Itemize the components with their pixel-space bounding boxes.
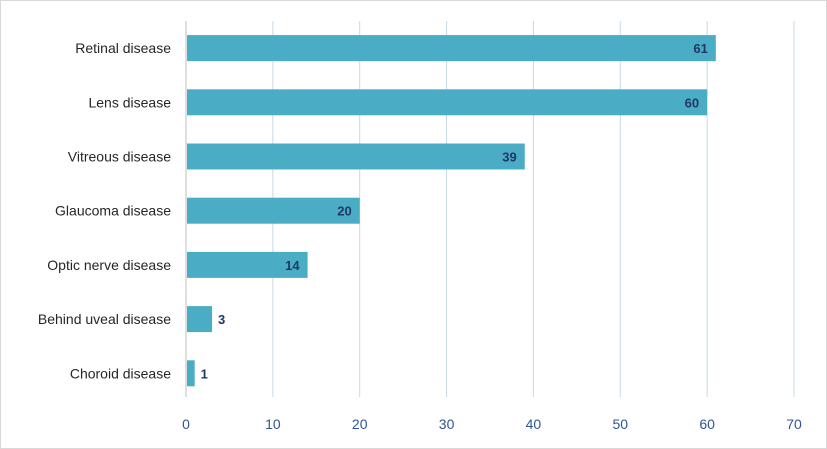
value-label-choroid-disease: 1 <box>201 366 208 381</box>
x-tick-label-0: 0 <box>182 416 190 432</box>
value-label-lens-disease: 60 <box>685 95 699 110</box>
bar-optic-nerve-disease <box>187 251 308 278</box>
x-tick-label-20: 20 <box>352 416 368 432</box>
value-label-vitreous-disease: 39 <box>502 150 516 165</box>
category-label-glaucoma-disease: Glaucoma disease <box>55 203 171 219</box>
bar-behind-uveal-disease <box>187 306 213 333</box>
category-label-behind-uveal-disease: Behind uveal disease <box>38 311 171 327</box>
x-tick-label-50: 50 <box>612 416 628 432</box>
x-tick-label-30: 30 <box>439 416 455 432</box>
category-label-vitreous-disease: Vitreous disease <box>68 149 171 165</box>
value-label-retinal-disease: 61 <box>693 41 707 56</box>
bar-glaucoma-disease <box>187 197 360 224</box>
x-tick-label-10: 10 <box>265 416 281 432</box>
category-label-lens-disease: Lens disease <box>88 94 171 110</box>
category-label-retinal-disease: Retinal disease <box>75 40 171 56</box>
x-tick-label-60: 60 <box>699 416 715 432</box>
x-tick-label-40: 40 <box>526 416 542 432</box>
value-label-behind-uveal-disease: 3 <box>218 312 225 327</box>
bar-choroid-disease <box>187 360 195 387</box>
x-tick-label-70: 70 <box>786 416 802 432</box>
bar-lens-disease <box>187 89 708 116</box>
value-label-glaucoma-disease: 20 <box>337 204 351 219</box>
bar-retinal-disease <box>187 35 716 62</box>
category-label-choroid-disease: Choroid disease <box>70 365 171 381</box>
category-label-optic-nerve-disease: Optic nerve disease <box>47 257 171 273</box>
value-label-optic-nerve-disease: 14 <box>285 258 300 273</box>
bar-vitreous-disease <box>187 143 525 170</box>
